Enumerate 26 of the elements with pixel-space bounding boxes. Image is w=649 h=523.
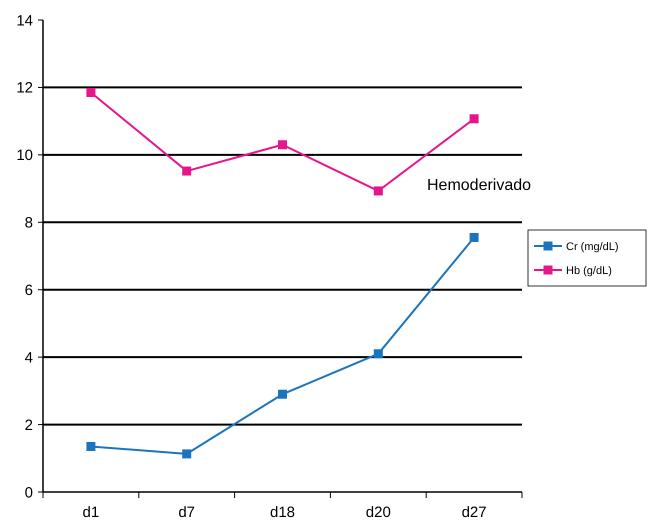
point [278, 140, 287, 150]
point [374, 349, 383, 358]
y-tick-label: 12 [16, 80, 33, 97]
y-tick-label: 4 [24, 349, 33, 366]
y-tick-label: 6 [24, 282, 33, 299]
x-tick-label: d18 [270, 504, 296, 521]
point [182, 449, 192, 458]
annotation: Hemoderivado [427, 177, 532, 194]
point [86, 442, 96, 451]
point [182, 166, 192, 176]
point [278, 390, 287, 399]
y-tick-label: 0 [24, 484, 33, 502]
y-tick-label: 8 [24, 214, 33, 232]
y-tick-label: 14 [16, 12, 33, 30]
x-tick-label: d20 [366, 504, 391, 521]
x-tick-label: d27 [462, 504, 487, 521]
x-tick-label: d1 [82, 504, 100, 521]
legend-label: Hb (g/dL) [566, 264, 612, 277]
point [374, 186, 383, 196]
legend-label: Cr (mg/dL) [566, 240, 619, 253]
y-tick-label: 2 [24, 416, 33, 434]
y-tick-label: 10 [16, 147, 33, 164]
x-tick-label: d7 [178, 504, 196, 521]
point [470, 114, 479, 124]
point [86, 88, 96, 97]
point [470, 232, 479, 242]
